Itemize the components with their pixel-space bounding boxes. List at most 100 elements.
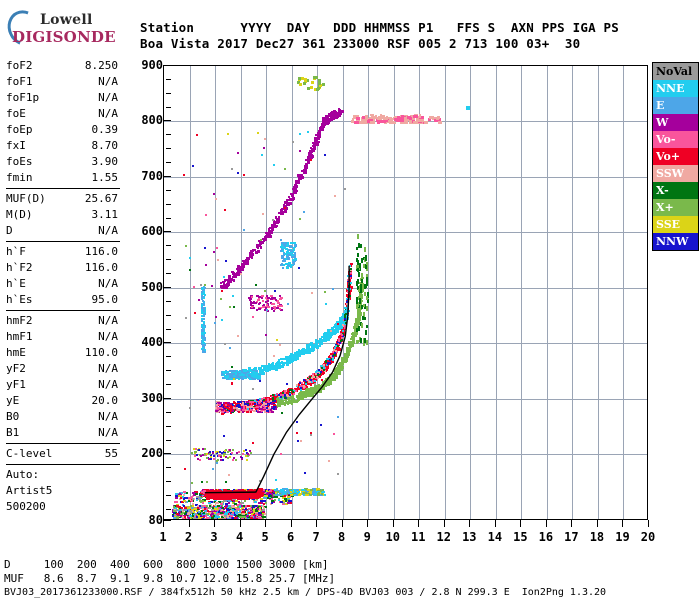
echo-point [245,508,248,511]
echo-point [189,511,192,514]
param-row-h-f2: h`F2 116.0 [4,260,122,276]
echo-point [201,511,204,514]
echo-point [190,512,194,515]
echo-point [255,506,258,509]
echo-point [258,507,261,510]
echo-point [256,505,260,508]
param-value: 0.39 [91,123,119,136]
gridline-vertical [343,66,344,519]
echo-point [270,503,273,506]
echo-point [262,512,266,515]
echo-point [219,507,222,510]
echo-point [242,515,246,518]
echo-point [187,512,191,515]
gridline-vertical [547,66,548,519]
echo-point [261,516,264,519]
echo-point [255,516,259,519]
echo-point [173,513,177,516]
param-divider [6,443,120,444]
echo-point [229,510,232,513]
echo-point [241,517,244,519]
param-key: B1 [6,426,20,439]
echo-point [257,511,261,514]
param-value: N/A [98,91,118,104]
echo-point [220,508,223,511]
echo-point [250,514,253,517]
echo-point [232,513,235,516]
echo-point [254,498,258,501]
echo-point [249,511,252,514]
echo-point [176,512,180,515]
echo-point [201,508,204,511]
echo-point [236,508,240,511]
echo-point [240,505,244,508]
echo-point [215,511,218,514]
param-row-fof1: foF1 N/A [4,74,122,90]
echo-point [261,512,264,515]
echo-point [183,506,187,509]
param-key: foF1p [6,91,40,104]
echo-point [185,512,189,515]
echo-point [182,514,186,517]
echo-point [181,517,184,519]
echo-point [192,509,196,512]
gridline-vertical [266,66,267,519]
echo-point [260,504,264,507]
param-value: N/A [98,277,118,290]
param-key: hmF2 [6,314,33,327]
echo-point [182,515,185,518]
echo-point [253,517,257,519]
param-key: foE [6,107,26,120]
echo-point [246,518,249,519]
echo-point [197,518,200,519]
echo-point [187,509,190,512]
echo-point [245,513,249,516]
echo-point [213,511,217,514]
ionogram-plot[interactable] [163,65,648,520]
param-key: h`F [6,245,26,258]
echo-point [247,511,250,514]
echo-point [204,507,207,510]
echo-point [196,499,199,502]
gridline-vertical [317,66,318,519]
echo-point [252,509,255,512]
echo-point [171,508,175,511]
echo-point [252,507,256,510]
echo-point [213,518,217,519]
echo-point [193,507,197,510]
param-value: N/A [98,378,118,391]
param-row-h-es: h`Es 95.0 [4,292,122,308]
echo-point [195,517,199,519]
echo-point [215,515,218,518]
echo-point [239,516,243,519]
echo-point [195,516,198,519]
echo-point [255,513,259,516]
param-value: N/A [98,410,118,423]
echo-point [197,505,200,508]
echo-point [216,515,220,518]
echo-point [208,507,211,510]
param-row-b1: B1 N/A [4,425,122,441]
param-row-muf-d-: MUF(D) 25.67 [4,191,122,207]
param-auto-code: 500200 [6,500,46,513]
echo-point [228,516,232,519]
station-header: Station YYYY DAY DDD HHMMSS P1 FFS S AXN… [140,20,619,52]
echo-point [253,504,257,507]
echo-point [232,508,236,511]
echo-point [192,492,197,495]
echo-point [213,515,216,518]
echo-point [200,513,203,516]
echo-point [179,513,183,516]
param-row-fmin: fmin 1.55 [4,170,122,186]
echo-point [220,516,224,519]
echo-point [242,508,246,511]
echo-point [217,513,221,516]
echo-point [234,507,237,510]
echo-point [236,515,239,518]
echo-point [202,504,206,507]
param-value: N/A [98,107,118,120]
echo-point [244,504,248,507]
echo-point [180,506,183,509]
echo-point [198,512,202,515]
